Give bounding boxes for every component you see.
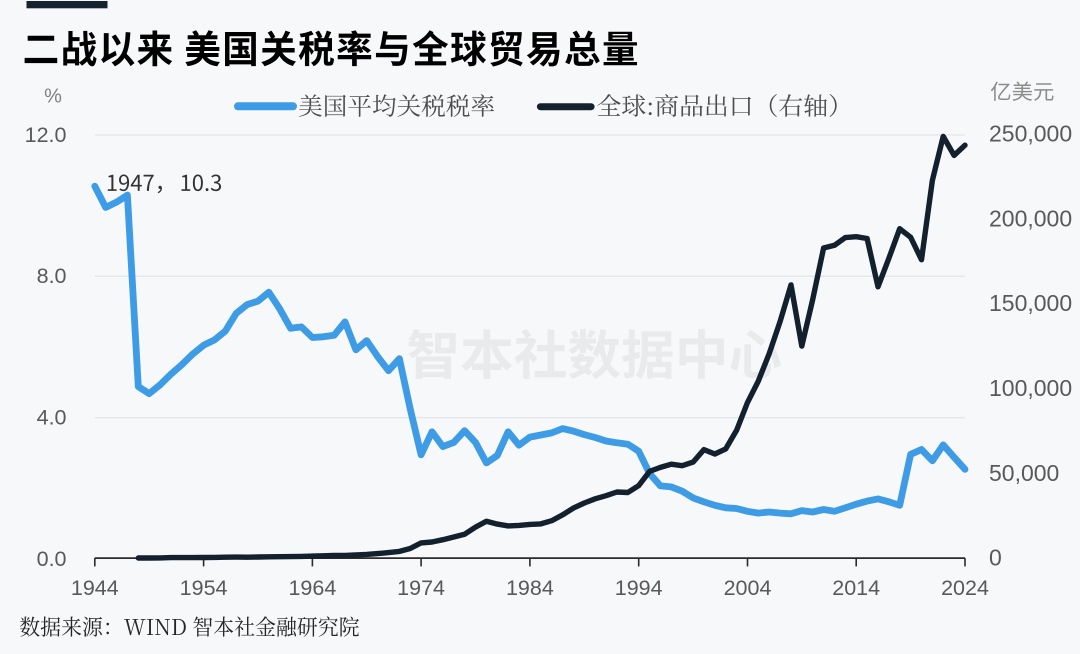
svg-text:1954: 1954 — [180, 576, 228, 600]
svg-text:1984: 1984 — [506, 576, 554, 600]
svg-text:2004: 2004 — [724, 576, 772, 600]
svg-text:%: % — [44, 86, 62, 108]
svg-text:8.0: 8.0 — [37, 264, 67, 288]
svg-text:150,000: 150,000 — [989, 290, 1072, 316]
svg-text:100,000: 100,000 — [989, 375, 1072, 401]
svg-text:2024: 2024 — [941, 576, 989, 600]
svg-text:1994: 1994 — [615, 576, 663, 600]
svg-text:1964: 1964 — [288, 576, 336, 600]
svg-text:200,000: 200,000 — [989, 205, 1072, 231]
svg-text:250,000: 250,000 — [989, 121, 1072, 147]
svg-text:2014: 2014 — [832, 576, 880, 600]
svg-text:4.0: 4.0 — [37, 406, 67, 430]
svg-text:1944: 1944 — [71, 576, 119, 600]
svg-text:0.0: 0.0 — [37, 547, 67, 571]
svg-text:0: 0 — [989, 545, 1002, 571]
svg-text:12.0: 12.0 — [25, 123, 67, 147]
svg-text:1974: 1974 — [397, 576, 445, 600]
svg-text:50,000: 50,000 — [989, 460, 1059, 486]
